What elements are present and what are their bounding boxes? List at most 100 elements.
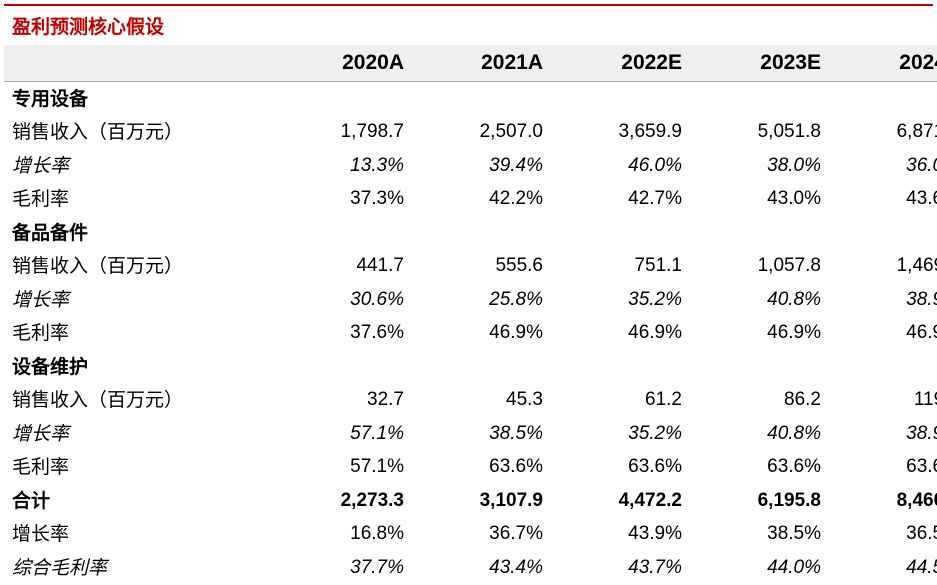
row-value: 63.6%: [628, 456, 682, 478]
table-row: 销售收入（百万元） 441.7 555.6 751.1 1,057.8 1,469.3: [4, 250, 937, 284]
table-row: 综合毛利率 37.7% 43.4% 43.7% 44.0% 44.5%: [4, 551, 937, 585]
section-row: 专用设备: [4, 82, 937, 116]
row-value: 43.6%: [906, 188, 937, 210]
row-value: [548, 216, 687, 250]
row-value: 1,057.8: [757, 255, 821, 277]
row-value: 441.7: [356, 255, 404, 277]
row-label: 备品备件: [12, 221, 89, 244]
row-value: 43.9%: [628, 523, 682, 545]
row-value: 40.8%: [767, 422, 821, 444]
table-row: 销售收入（百万元） 1,798.7 2,507.0 3,659.9 5,051.8 6,8…: [4, 116, 937, 150]
row-value: 13.3%: [350, 154, 404, 176]
row-value: 119.8: [913, 389, 937, 411]
row-value: 42.7%: [628, 188, 682, 210]
row-value: [270, 82, 409, 116]
row-label: 增长率: [12, 288, 70, 311]
row-value: 2,507.0: [479, 121, 543, 143]
row-value: 38.0%: [767, 154, 821, 176]
table-row: 增长率 57.1% 38.5% 35.2% 40.8% 38.9%: [4, 417, 937, 451]
row-value: 751.1: [634, 255, 682, 277]
row-value: 57.1%: [350, 422, 404, 444]
header-year: 2024E: [826, 45, 937, 82]
row-value: [409, 82, 548, 116]
row-value: 63.6%: [906, 456, 937, 478]
row-label: 销售收入（百万元）: [12, 121, 184, 144]
row-label: 专用设备: [12, 87, 89, 110]
header-row: 2020A 2021A 2022E 2023E 2024E: [4, 45, 937, 82]
row-value: [687, 82, 826, 116]
row-label: 增长率: [12, 422, 70, 445]
table-row: 增长率 13.3% 39.4% 46.0% 38.0% 36.0%: [4, 149, 937, 183]
row-value: [409, 216, 548, 250]
table-title: 盈利预测核心假设: [12, 16, 165, 38]
row-value: 30.6%: [350, 288, 404, 310]
row-value: 37.6%: [350, 322, 404, 344]
section-row: 设备维护: [4, 350, 937, 384]
row-label: 销售收入（百万元）: [12, 389, 184, 412]
row-value: 44.5%: [906, 556, 937, 578]
row-value: [687, 216, 826, 250]
row-value: 40.8%: [767, 288, 821, 310]
row-label: 毛利率: [12, 322, 70, 345]
row-value: 46.9%: [628, 322, 682, 344]
section-row: 备品备件: [4, 216, 937, 250]
row-value: 555.6: [495, 255, 543, 277]
header-year: 2021A: [409, 45, 548, 82]
row-value: 38.5%: [489, 422, 543, 444]
table-row: 毛利率 57.1% 63.6% 63.6% 63.6% 63.6%: [4, 451, 937, 485]
row-value: 8,460.0: [896, 489, 937, 511]
row-value: 3,107.9: [479, 489, 543, 511]
row-value: 43.0%: [767, 188, 821, 210]
row-value: 1,798.7: [340, 121, 404, 143]
row-value: [548, 82, 687, 116]
header-year: 2022E: [548, 45, 687, 82]
row-value: 38.5%: [767, 523, 821, 545]
row-label: 综合毛利率: [12, 556, 108, 579]
row-value: 46.0%: [628, 154, 682, 176]
row-value: 43.4%: [489, 556, 543, 578]
row-value: 6,871.0: [896, 121, 937, 143]
row-value: 86.2: [784, 389, 821, 411]
row-value: 16.8%: [350, 523, 404, 545]
table-row: 毛利率 37.3% 42.2% 42.7% 43.0% 43.6%: [4, 183, 937, 217]
row-value: 35.2%: [628, 422, 682, 444]
row-value: [826, 216, 937, 250]
header-label: [4, 45, 270, 82]
row-value: 38.9%: [906, 422, 937, 444]
row-value: 57.1%: [350, 456, 404, 478]
table-body: 专用设备销售收入（百万元） 1,798.7 2,507.0 3,659.9 5,051.…: [4, 82, 937, 585]
row-value: [687, 350, 826, 384]
row-value: 36.0%: [906, 154, 937, 176]
table-row: 毛利率 37.6% 46.9% 46.9% 46.9% 46.9%: [4, 317, 937, 351]
row-value: 46.9%: [906, 322, 937, 344]
row-value: 25.8%: [489, 288, 543, 310]
row-value: [826, 350, 937, 384]
row-value: 37.7%: [350, 556, 404, 578]
header-year: 2020A: [270, 45, 409, 82]
row-label: 销售收入（百万元）: [12, 255, 184, 278]
row-value: 46.9%: [767, 322, 821, 344]
row-value: 43.7%: [628, 556, 682, 578]
row-value: [409, 350, 548, 384]
forecast-table: 2020A 2021A 2022E 2023E 2024E 专用设备销售收入（百…: [4, 45, 937, 585]
row-value: 37.3%: [350, 188, 404, 210]
row-label: 增长率: [12, 154, 70, 177]
row-value: 63.6%: [767, 456, 821, 478]
table-row: 增长率 16.8% 36.7% 43.9% 38.5% 36.5%: [4, 518, 937, 552]
row-value: [270, 216, 409, 250]
row-value: [270, 350, 409, 384]
row-value: 39.4%: [489, 154, 543, 176]
row-value: 61.2: [645, 389, 682, 411]
row-label: 设备维护: [12, 355, 89, 378]
row-value: 3,659.9: [618, 121, 682, 143]
row-value: 2,273.3: [340, 489, 404, 511]
row-value: 44.0%: [767, 556, 821, 578]
header-year: 2023E: [687, 45, 826, 82]
row-value: 46.9%: [489, 322, 543, 344]
table-row: 销售收入（百万元） 32.7 45.3 61.2 86.2 119.8: [4, 384, 937, 418]
top-rule: [4, 4, 933, 6]
row-value: 42.2%: [489, 188, 543, 210]
row-value: 63.6%: [489, 456, 543, 478]
row-value: [826, 82, 937, 116]
row-value: 5,051.8: [757, 121, 821, 143]
